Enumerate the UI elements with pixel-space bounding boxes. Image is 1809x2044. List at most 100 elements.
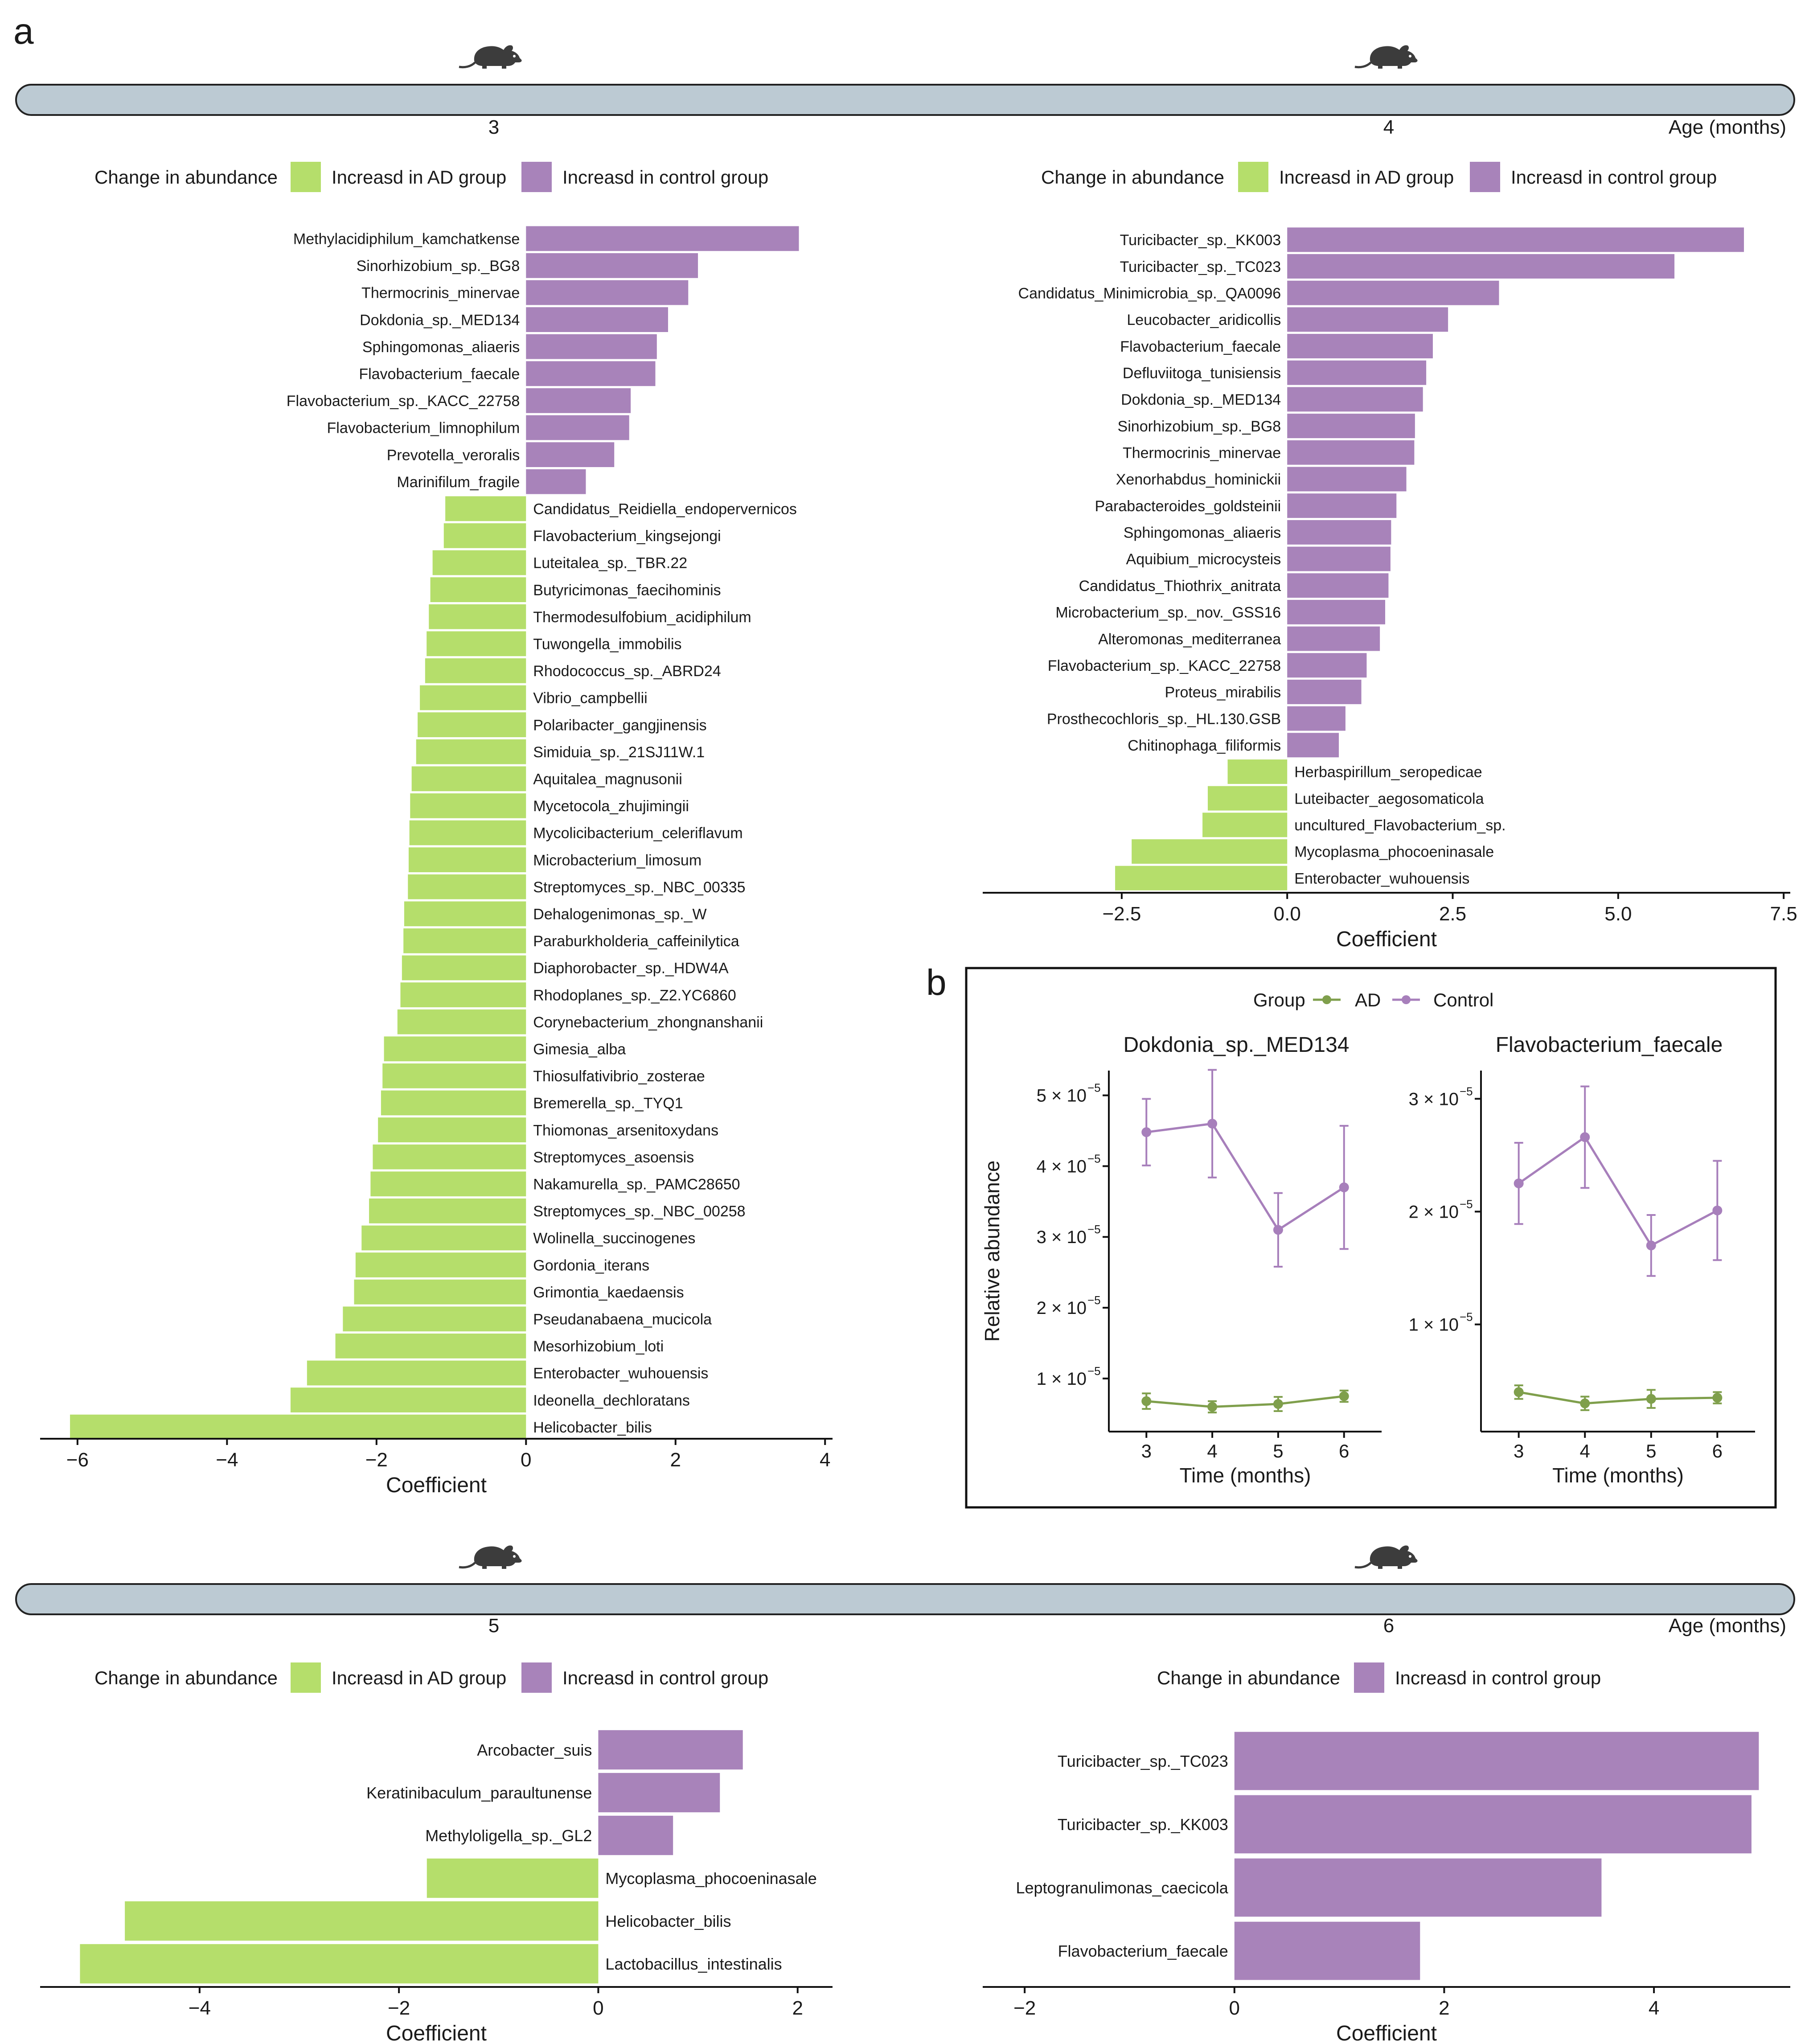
bar-label: Candidatus_Reidiella_endopervernicos [533, 501, 797, 518]
bar [409, 820, 526, 846]
data-point [1646, 1394, 1656, 1404]
bar-label: Grimontia_kaedaensis [533, 1284, 684, 1301]
bar [400, 982, 526, 1007]
bar-chart-m6: Change in abundance Increasd in control g… [983, 1662, 1790, 2044]
x-tick-label: 0 [1229, 1997, 1240, 2019]
x-tick-label: −6 [66, 1449, 89, 1471]
x-tick-label: 2 [1439, 1997, 1449, 2019]
bar [1202, 813, 1288, 837]
bar-label: Thermodesulfobium_acidiphilum [533, 609, 751, 626]
x-axis-title: Time (months) [1180, 1464, 1311, 1487]
bar-label: Flavobacterium_kingsejongi [533, 528, 721, 545]
data-point [1141, 1127, 1152, 1137]
bar [1287, 493, 1397, 518]
legend-m5: Change in abundance Increasd in AD group I… [94, 1662, 768, 1693]
bar [526, 226, 799, 251]
bar [125, 1901, 599, 1941]
bar-label: Keratinibaculum_paraultunense [366, 1784, 592, 1802]
bar [1287, 467, 1407, 492]
x-tick-label: 4 [1207, 1441, 1217, 1461]
x-tick-label: 0.0 [1274, 903, 1301, 925]
bar-label: Marinifilum_fragile [397, 474, 520, 491]
x-tick-label: 0 [521, 1449, 531, 1471]
bar [1287, 440, 1415, 465]
bar-label: Flavobacterium_limnophilum [327, 420, 520, 437]
bar [1234, 1732, 1759, 1790]
bar-label: Helicobacter_bilis [605, 1912, 731, 1930]
bar-label: Butyricimonas_faecihominis [533, 582, 721, 599]
bar [526, 334, 657, 359]
bar-label: Turicibacter_sp._TC023 [1058, 1752, 1228, 1770]
bar [408, 847, 526, 872]
bar [1287, 599, 1386, 624]
bar [1287, 706, 1345, 731]
x-tick-label: 3 [1514, 1441, 1524, 1461]
bar [378, 1117, 526, 1142]
bar-label: Ideonella_dechloratans [533, 1392, 690, 1409]
x-tick-label: −4 [216, 1449, 238, 1471]
x-tick-label: 5.0 [1604, 903, 1632, 925]
bar [410, 793, 526, 818]
y-tick-label: 2 × 10 [1409, 1202, 1459, 1222]
bar [1287, 653, 1367, 678]
y-tick-exponent: −5 [1087, 1364, 1101, 1378]
data-point [1207, 1119, 1218, 1129]
legend-control-label: Increasd in control group [562, 167, 768, 188]
bar [402, 955, 526, 981]
bar-label: Candidatus_Minimicrobia_sp._QA0096 [1018, 285, 1281, 302]
legend-title: Change in abundance [94, 1667, 278, 1688]
bar-label: Mycetocola_zhujimingii [533, 798, 689, 815]
legend-m6: Change in abundance Increasd in control g… [1157, 1662, 1601, 1693]
bar-label: Sinorhizobium_sp._BG8 [1118, 418, 1281, 435]
timeline-axis-label: Age (months) [1669, 116, 1786, 138]
bar [418, 712, 526, 737]
bar [373, 1144, 526, 1170]
bar-label: Streptomyces_sp._NBC_00335 [533, 879, 745, 896]
timeline-month-6: 6 [1383, 1615, 1394, 1637]
bar [598, 1773, 720, 1813]
bar [370, 1171, 526, 1197]
bar-label: Alteromonas_mediterranea [1098, 631, 1281, 648]
y-tick-exponent: −5 [1460, 1310, 1473, 1324]
legend-group-label: AD [1355, 989, 1381, 1010]
bar [1287, 227, 1744, 252]
legend-group-label: Control [1433, 989, 1493, 1010]
bar-label: Parabacteroides_goldsteinii [1095, 498, 1281, 515]
y-tick-exponent: −5 [1460, 1197, 1473, 1211]
bar-label: Prosthecochloris_sp._HL.130.GSB [1047, 710, 1281, 727]
legend-ad-label: Increasd in AD group [1279, 167, 1454, 188]
bar-label: Nakamurella_sp._PAMC28650 [533, 1176, 740, 1193]
bar-label: Luteitalea_sp._TBR.22 [533, 555, 687, 572]
data-point [1339, 1182, 1349, 1193]
bar-label: Dokdonia_sp._MED134 [360, 312, 520, 328]
y-tick-exponent: −5 [1087, 1293, 1101, 1307]
bar [526, 442, 615, 467]
x-axis-title: Coefficient [1336, 928, 1437, 951]
bar-label: Aquibium_microcysteis [1126, 551, 1281, 568]
bar-label: Herbaspirillum_seropedicae [1294, 764, 1482, 781]
bar-label: Flavobacterium_sp._KACC_22758 [1048, 657, 1281, 674]
legend-control-swatch [521, 1662, 552, 1693]
bar [425, 658, 526, 683]
bar [335, 1334, 526, 1359]
x-tick-label: 0 [593, 1997, 603, 2019]
bar [526, 307, 668, 332]
line-chart-title: Dokdonia_sp._MED134 [1124, 1033, 1350, 1057]
bar [1287, 307, 1448, 332]
legend-ad-label: Increasd in AD group [332, 167, 506, 188]
y-tick-label: 4 × 10 [1037, 1157, 1087, 1176]
bar-label: Streptomyces_asoensis [533, 1149, 694, 1166]
timeline-bar-bottom [15, 1583, 1795, 1615]
x-tick-label: 6 [1339, 1441, 1349, 1461]
data-point [1580, 1132, 1590, 1142]
legend-control-swatch [521, 162, 552, 192]
series-line-ad [1146, 1395, 1345, 1408]
x-tick-label: 6 [1712, 1441, 1723, 1461]
bar [408, 874, 526, 899]
timeline-month-5: 5 [488, 1615, 499, 1637]
bar-label: Xenorhabdus_hominickii [1116, 471, 1281, 488]
x-tick-label: 5 [1646, 1441, 1656, 1461]
